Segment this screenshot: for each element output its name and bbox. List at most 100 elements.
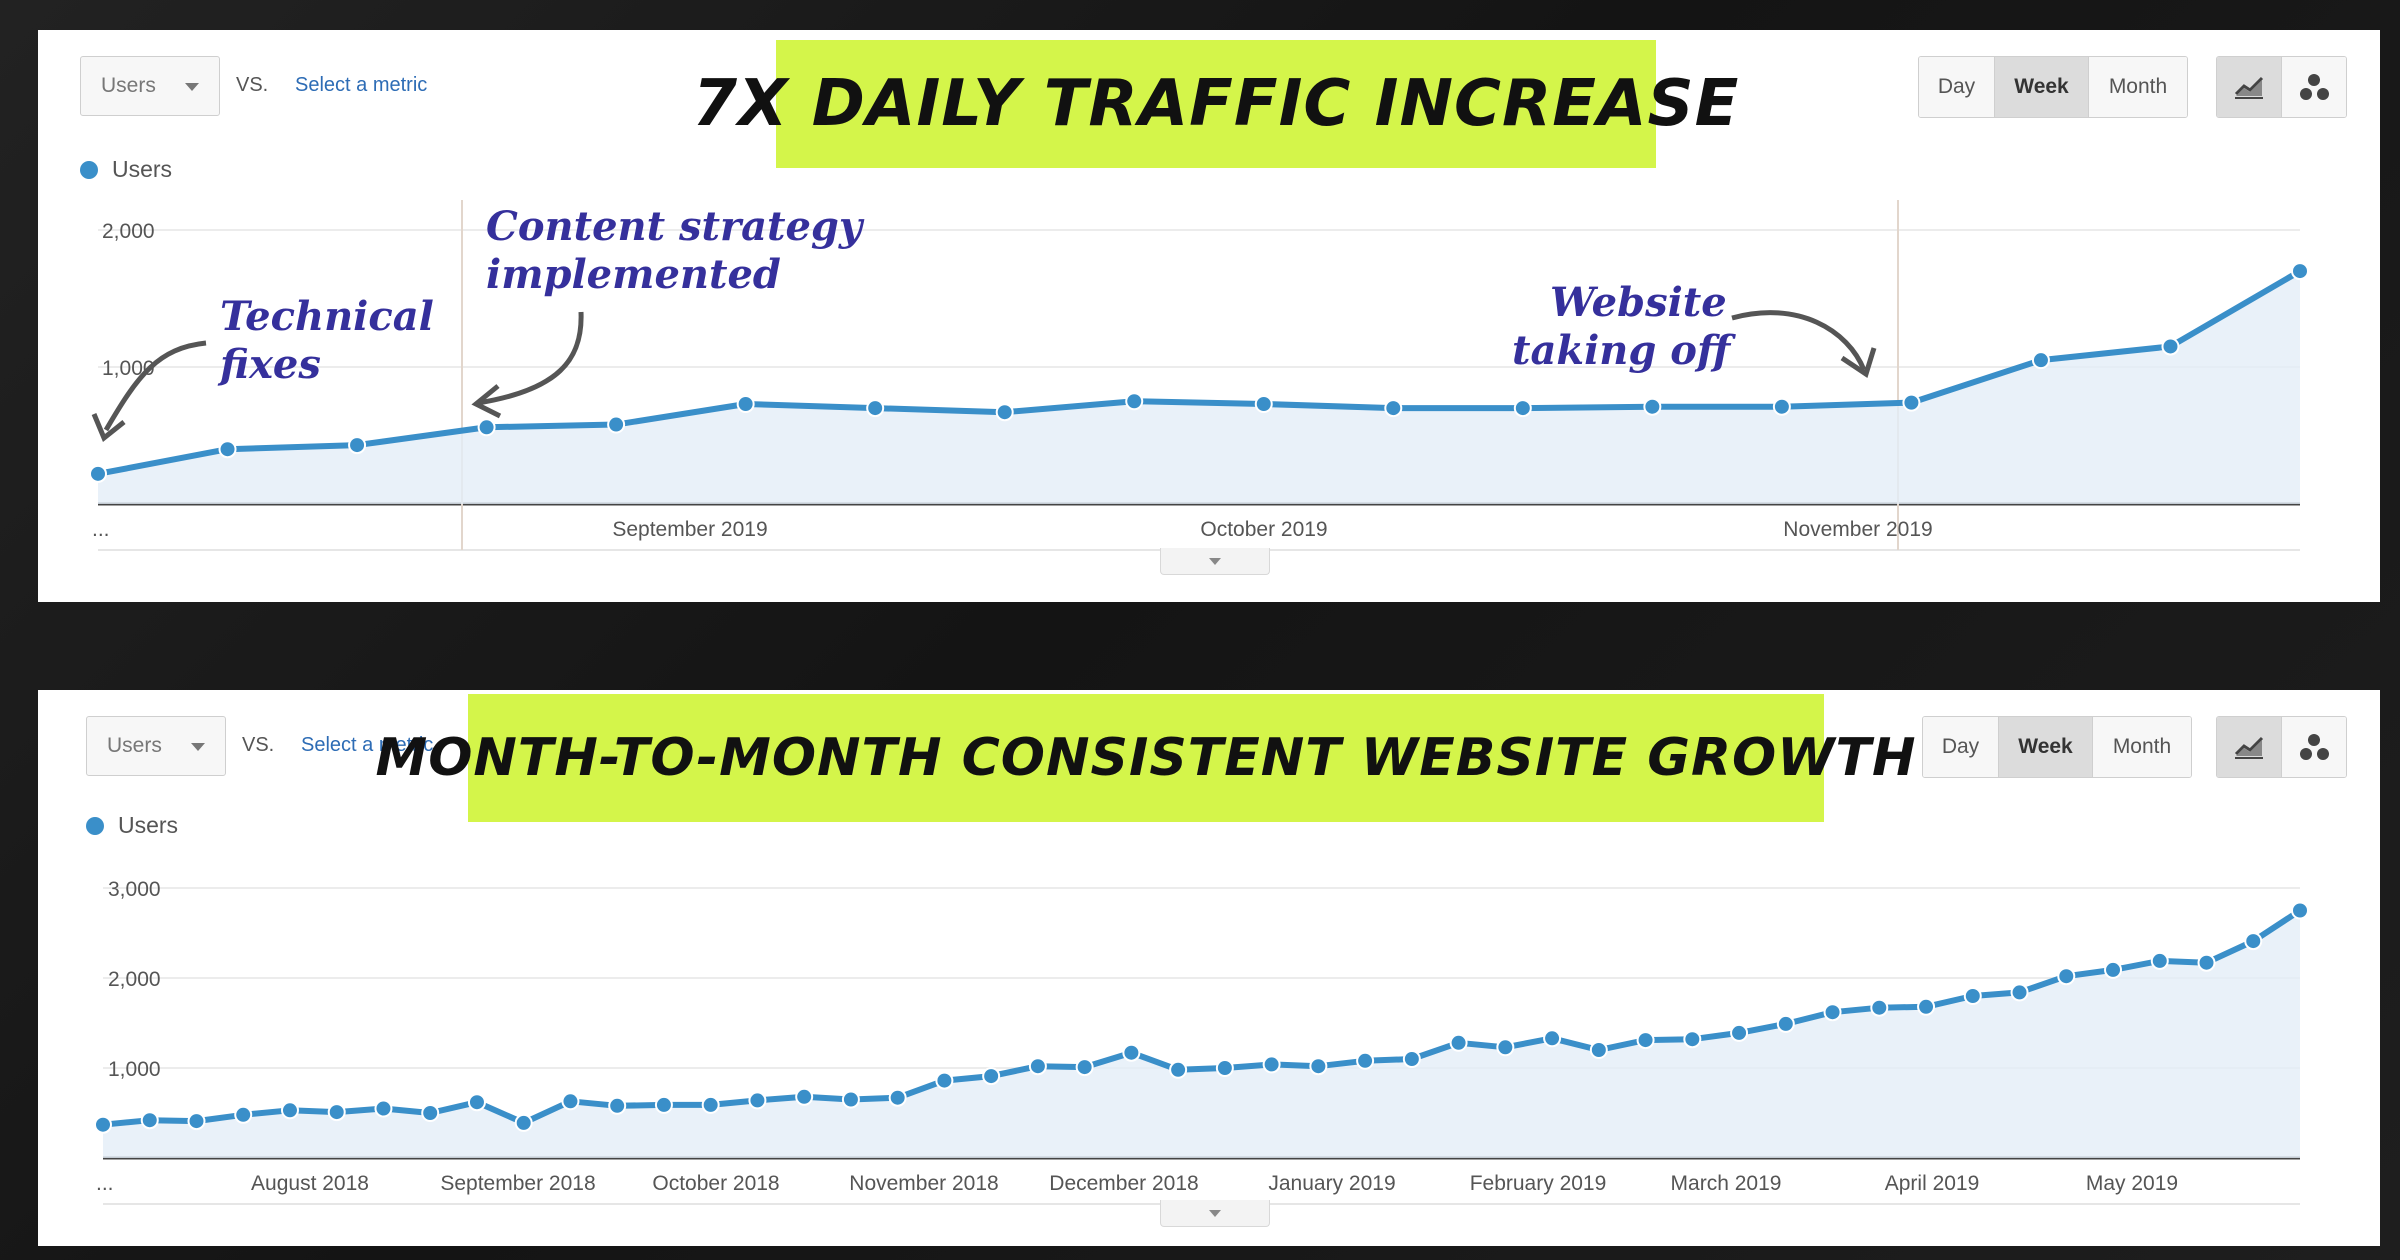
data-point[interactable] xyxy=(841,1090,860,1109)
data-point[interactable] xyxy=(2161,337,2180,356)
data-point[interactable] xyxy=(701,1095,720,1114)
data-point[interactable] xyxy=(1384,399,1403,418)
data-point[interactable] xyxy=(1122,1043,1141,1062)
range-toggle: Day Week Month xyxy=(1922,716,2192,778)
data-point[interactable] xyxy=(1823,1003,1842,1022)
metric-dropdown-label: Users xyxy=(101,74,156,97)
vs-label: VS. xyxy=(242,734,275,756)
range-week-button[interactable]: Week xyxy=(1995,57,2089,117)
data-point[interactable] xyxy=(1356,1051,1375,1070)
data-point[interactable] xyxy=(1028,1057,1047,1076)
range-day-button[interactable]: Day xyxy=(1919,57,1995,117)
data-point[interactable] xyxy=(1513,399,1532,418)
data-point[interactable] xyxy=(2104,960,2123,979)
data-point[interactable] xyxy=(748,1091,767,1110)
data-point[interactable] xyxy=(234,1105,253,1124)
data-point[interactable] xyxy=(1643,397,1662,416)
data-point[interactable] xyxy=(467,1093,486,1112)
data-point[interactable] xyxy=(187,1112,206,1131)
x-tick-label: January 2019 xyxy=(1268,1172,1395,1195)
legend-dot-icon xyxy=(86,816,104,835)
data-point[interactable] xyxy=(1075,1058,1094,1077)
data-point[interactable] xyxy=(2291,901,2309,920)
metric-dropdown[interactable]: Users xyxy=(80,56,220,116)
data-point[interactable] xyxy=(327,1103,346,1122)
annotation-content-strategy-line1: Content strategy xyxy=(486,203,865,250)
data-point[interactable] xyxy=(608,1096,627,1115)
data-point[interactable] xyxy=(89,464,107,483)
data-point[interactable] xyxy=(1309,1057,1328,1076)
chevron-down-icon xyxy=(185,83,199,91)
data-point[interactable] xyxy=(280,1101,299,1120)
data-point[interactable] xyxy=(1730,1023,1749,1042)
x-tick-label: November 2019 xyxy=(1783,518,1932,541)
range-month-button[interactable]: Month xyxy=(2089,57,2187,117)
data-point[interactable] xyxy=(1496,1038,1515,1057)
data-point[interactable] xyxy=(1215,1059,1234,1077)
metric-dropdown[interactable]: Users xyxy=(86,716,226,776)
data-point[interactable] xyxy=(2010,983,2029,1002)
data-point[interactable] xyxy=(866,399,885,418)
data-point[interactable] xyxy=(1776,1014,1795,1033)
data-point[interactable] xyxy=(1169,1060,1188,1079)
motion-chart-icon[interactable] xyxy=(2282,57,2346,117)
data-point[interactable] xyxy=(477,418,496,437)
data-point[interactable] xyxy=(607,415,626,434)
data-point[interactable] xyxy=(2031,351,2050,370)
metric-dropdown-label: Users xyxy=(107,734,162,757)
chevron-down-icon xyxy=(191,743,205,751)
data-point[interactable] xyxy=(654,1095,673,1114)
data-point[interactable] xyxy=(736,394,755,413)
series-area xyxy=(98,271,2300,504)
data-point[interactable] xyxy=(1683,1030,1702,1049)
data-point[interactable] xyxy=(795,1087,814,1106)
x-tick-label: February 2019 xyxy=(1470,1172,1607,1195)
data-point[interactable] xyxy=(421,1104,440,1122)
data-point[interactable] xyxy=(374,1099,393,1118)
data-point[interactable] xyxy=(1963,987,1982,1005)
data-point[interactable] xyxy=(888,1088,907,1107)
data-point[interactable] xyxy=(1772,397,1791,416)
line-chart-icon[interactable] xyxy=(2217,717,2282,777)
line-chart-icon[interactable] xyxy=(2217,57,2282,117)
motion-chart-icon[interactable] xyxy=(2282,717,2346,777)
data-point[interactable] xyxy=(1917,997,1936,1016)
data-point[interactable] xyxy=(218,440,237,459)
range-week-button[interactable]: Week xyxy=(1999,717,2093,777)
data-point[interactable] xyxy=(2291,262,2309,281)
data-point[interactable] xyxy=(561,1092,580,1111)
data-point[interactable] xyxy=(1636,1031,1655,1050)
expand-chart-toggle[interactable] xyxy=(1160,548,1270,575)
data-point[interactable] xyxy=(2150,951,2169,970)
data-point[interactable] xyxy=(1902,393,1921,412)
series-line-users xyxy=(97,268,2302,477)
y-tick-label: 2,000 xyxy=(102,220,155,243)
x-tick-label: December 2018 xyxy=(1049,1172,1198,1195)
data-point[interactable] xyxy=(514,1113,533,1132)
data-point[interactable] xyxy=(348,436,367,455)
data-point[interactable] xyxy=(1870,998,1889,1017)
range-month-button[interactable]: Month xyxy=(2093,717,2191,777)
data-point[interactable] xyxy=(140,1111,159,1130)
data-point[interactable] xyxy=(2057,967,2076,986)
data-point[interactable] xyxy=(2197,953,2216,972)
annotation-arrow xyxy=(477,311,584,406)
data-point[interactable] xyxy=(1402,1050,1421,1068)
data-point[interactable] xyxy=(1589,1041,1608,1059)
data-point[interactable] xyxy=(1543,1029,1562,1048)
y-tick-label: 2,000 xyxy=(108,968,161,991)
select-metric-link[interactable]: Select a metric xyxy=(301,734,434,756)
expand-chart-toggle[interactable] xyxy=(1160,1200,1270,1227)
range-day-button[interactable]: Day xyxy=(1923,717,1999,777)
data-point[interactable] xyxy=(995,403,1014,422)
x-tick-label: September 2018 xyxy=(440,1172,595,1195)
data-point[interactable] xyxy=(1254,394,1273,413)
data-point[interactable] xyxy=(94,1115,112,1134)
data-point[interactable] xyxy=(935,1071,954,1090)
data-point[interactable] xyxy=(982,1067,1001,1086)
data-point[interactable] xyxy=(1262,1055,1281,1074)
select-metric-link[interactable]: Select a metric xyxy=(295,74,428,96)
data-point[interactable] xyxy=(1449,1033,1468,1052)
data-point[interactable] xyxy=(1125,392,1144,411)
data-point[interactable] xyxy=(2244,932,2263,951)
